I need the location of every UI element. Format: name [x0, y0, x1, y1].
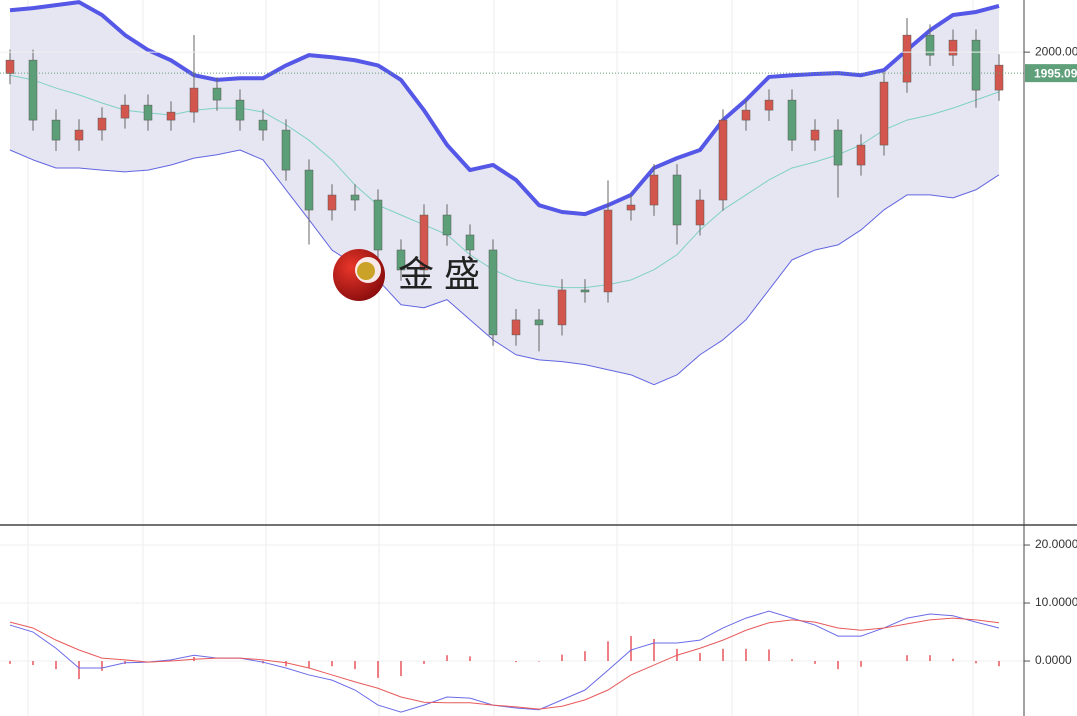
candle-body	[304, 169, 314, 211]
candle-body	[28, 59, 38, 121]
candle-body	[994, 64, 1004, 91]
candle-body	[580, 289, 590, 293]
candle-body	[672, 174, 682, 226]
candle-body	[856, 144, 866, 166]
watermark: 金 盛	[333, 249, 480, 301]
candle-body	[718, 119, 728, 201]
candle-body	[534, 319, 544, 326]
candle-body	[787, 99, 797, 141]
candle-body	[373, 199, 383, 251]
candle-body	[695, 199, 705, 226]
y-tick-label: 2000.00	[1035, 44, 1077, 58]
macd-line	[9, 617, 1000, 710]
candle-body	[626, 204, 636, 211]
candle-body	[166, 111, 176, 121]
candle-body	[258, 119, 268, 131]
y-tick-label: 20.0000	[1035, 537, 1077, 551]
candle-body	[833, 129, 843, 166]
y-tick-label: 0.0000	[1035, 653, 1072, 667]
candle-body	[557, 289, 567, 326]
candle-body	[350, 194, 360, 201]
candle-body	[51, 119, 61, 141]
candle-body	[327, 194, 337, 211]
last-price-tag	[1025, 64, 1077, 83]
watermark-text: 金 盛	[398, 254, 480, 295]
candle-body	[902, 34, 912, 83]
y-tick-label: 10.0000	[1035, 595, 1077, 609]
candle-body	[97, 117, 107, 131]
candle-body	[281, 129, 291, 171]
macd-line	[9, 610, 1000, 713]
candle-body	[764, 99, 774, 111]
candle-body	[465, 234, 475, 251]
candle-body	[925, 34, 935, 56]
candle-body	[143, 104, 153, 121]
band-fill	[10, 2, 999, 385]
candle-body	[189, 87, 199, 113]
candle-body	[212, 87, 222, 101]
candle-body	[74, 129, 84, 141]
candle-body	[741, 109, 751, 121]
candle-body	[810, 129, 820, 141]
last-price-label: 1995.09	[1034, 66, 1077, 80]
candle-body	[5, 59, 15, 74]
candle-body	[511, 319, 521, 336]
candle-body	[649, 174, 659, 206]
candle-body	[603, 209, 613, 293]
candle-body	[120, 104, 130, 119]
candle-body	[488, 249, 498, 336]
price-panel	[0, 0, 1024, 386]
candle-body	[879, 81, 889, 146]
lower-band	[9, 149, 1000, 386]
macd-panel	[0, 544, 1024, 713]
candle-body	[971, 39, 981, 91]
candle-body	[396, 249, 406, 271]
candle-body	[235, 99, 245, 121]
candle-body	[948, 39, 958, 56]
candle-body	[442, 214, 452, 236]
candle-body	[419, 214, 429, 271]
